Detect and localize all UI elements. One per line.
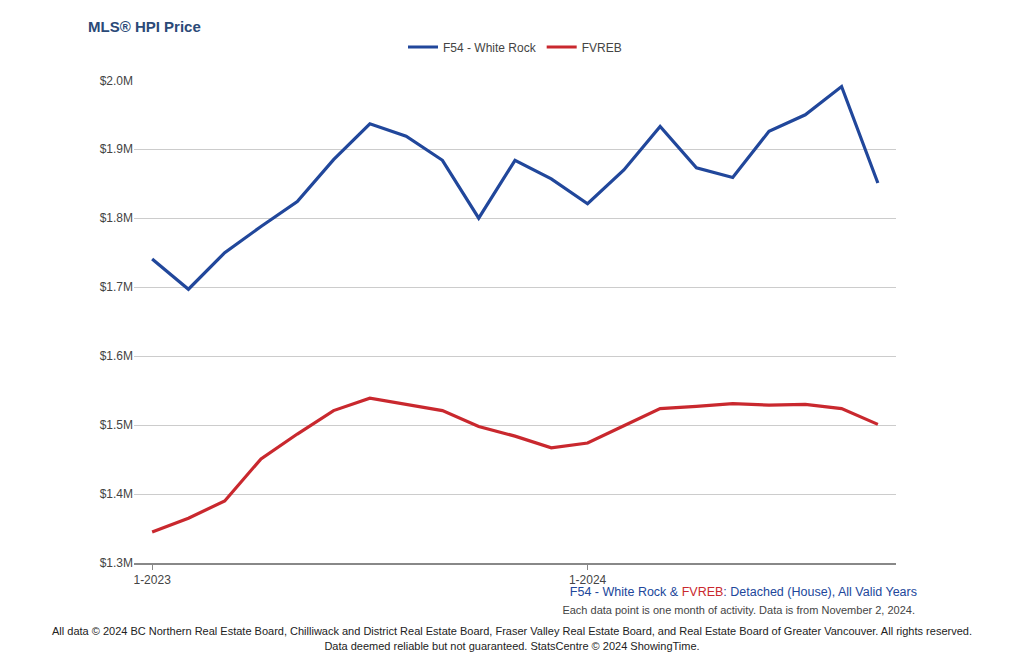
svg-text:$1.6M: $1.6M [100,349,133,363]
svg-text:$1.3M: $1.3M [100,556,133,570]
html-text:Data deemed reliable but not g: Data deemed reliable but not guaranteed.… [324,640,700,652]
svg-text:MLS® HPI Price: MLS® HPI Price [88,18,201,35]
svg-text:$1.9M: $1.9M [100,142,133,156]
html-text:All data © 2024 BC Northern Re: All data © 2024 BC Northern Real Estate … [52,625,972,637]
svg-text:$1.5M: $1.5M [100,418,133,432]
html-text:F54 - White Rock & FVREB: Deta: F54 - White Rock & FVREB: Detached (Hous… [569,585,917,599]
svg-text:1-2024: 1-2024 [569,573,607,587]
svg-text:$1.8M: $1.8M [100,211,133,225]
svg-text:1-2023: 1-2023 [133,573,171,587]
svg-text:F54 - White Rock: F54 - White Rock [443,41,537,55]
html-text:Each data point is one month o: Each data point is one month of activity… [562,604,915,616]
svg-text:FVREB: FVREB [582,41,622,55]
svg-text:$2.0M: $2.0M [100,73,133,87]
svg-text:$1.4M: $1.4M [100,487,133,501]
svg-text:$1.7M: $1.7M [100,280,133,294]
